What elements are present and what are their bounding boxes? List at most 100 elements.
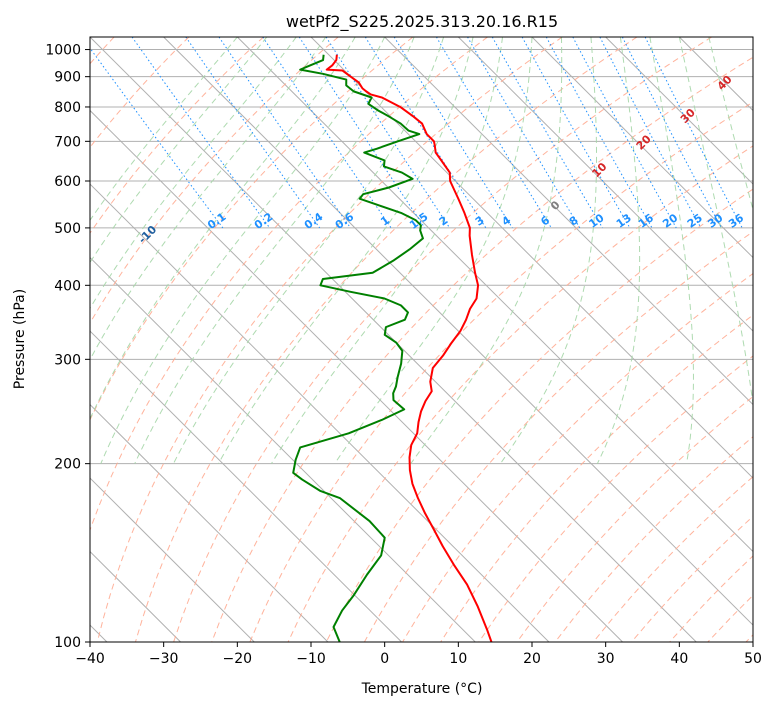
dry-adiabat: [669, 555, 753, 642]
dry-adiabat: [211, 56, 753, 642]
dry-adiabat: [440, 314, 753, 642]
dry-adiabat: [707, 594, 753, 642]
x-tick-label: 0: [380, 651, 389, 667]
x-tick-label: −30: [149, 651, 179, 667]
x-tick-label: 50: [744, 651, 762, 667]
x-tick-label: −20: [223, 651, 253, 667]
dry-adiabat-label: -20: [54, 256, 77, 279]
dry-adiabat: [90, 37, 264, 234]
dry-adiabat: [90, 37, 190, 149]
moist-adiabat: [172, 37, 445, 464]
mixing-ratio-line: [435, 37, 552, 229]
moist-adiabat-label: 20: [634, 132, 654, 152]
dry-adiabat: [516, 395, 753, 642]
isotherm: [90, 256, 476, 642]
dry-adiabat: [287, 145, 753, 642]
mixing-ratio-label: 0.4: [302, 210, 326, 232]
moist-adiabat: [708, 37, 753, 212]
y-tick-label: 200: [54, 457, 81, 473]
mixing-ratio-line: [131, 37, 271, 229]
mixing-ratio-label: 4: [500, 213, 514, 228]
axis-ticks: −40 −30 −20 −10 0 10 20 30 40 5010009008007006005…: [45, 43, 762, 667]
isotherm: [752, 37, 753, 38]
dry-adiabat: [173, 37, 712, 642]
dry-adiabat: [90, 37, 339, 324]
dry-adiabat: [90, 37, 414, 421]
y-tick-label: 700: [54, 134, 81, 150]
y-axis-label: Pressure (hPa): [12, 289, 28, 389]
dry-adiabat-label: -30: [0, 292, 1, 315]
dry-adiabat: [745, 634, 753, 642]
moist-adiabat: [596, 37, 641, 464]
x-tick-label: −10: [296, 651, 326, 667]
dry-adiabat-label: -10: [136, 223, 159, 246]
x-axis-label: Temperature (°C): [361, 681, 483, 697]
moist-adiabat: [500, 37, 598, 464]
isotherm: [163, 37, 753, 626]
isotherm: [457, 37, 753, 332]
isotherm: [90, 330, 402, 642]
profile-lines: [292, 54, 493, 642]
moist-adiabat: [90, 37, 297, 310]
moist-adiabat: [90, 37, 356, 420]
dry-adiabat: [249, 101, 753, 642]
moist-adiabat: [270, 37, 504, 464]
x-tick-label: 20: [523, 651, 541, 667]
mixing-ratio-line: [521, 37, 631, 229]
moist-adiabat: [410, 37, 563, 464]
moist-adiabat: [90, 37, 268, 264]
moist-adiabat: [334, 37, 533, 464]
x-tick-label: 30: [597, 651, 615, 667]
moist-adiabat: [134, 37, 415, 464]
moist-adiabat-label: 0: [548, 198, 563, 213]
mixing-ratio-line: [545, 37, 653, 229]
temperature-profile-line: [325, 54, 493, 642]
mixing-ratio-line: [185, 37, 321, 229]
y-tick-label: 300: [54, 352, 81, 368]
mixing-ratio-line: [325, 37, 451, 229]
mixing-ratio-line: [364, 37, 487, 229]
isotherm: [90, 183, 550, 642]
dry-adiabat: [478, 355, 753, 642]
y-tick-label: 500: [54, 221, 81, 237]
isotherm: [531, 37, 753, 259]
mixing-ratio-label: 0.6: [333, 210, 357, 232]
moist-adiabat: [100, 37, 386, 464]
isotherm: [678, 37, 753, 112]
mixing-ratio-label: 0.2: [252, 210, 275, 232]
x-tick-label: 40: [670, 651, 688, 667]
isotherm: [310, 37, 753, 479]
y-tick-label: 800: [54, 100, 81, 116]
moist-adiabat: [217, 37, 474, 464]
dewpoint-profile-line: [292, 54, 424, 642]
moist-adiabat: [678, 37, 753, 408]
y-tick-label: 600: [54, 174, 81, 190]
mixing-ratio-label: 3: [473, 213, 487, 228]
isotherm: [90, 477, 255, 642]
chart-title: wetPf2_S225.2025.313.20.16.R15: [286, 12, 558, 32]
x-tick-label: 10: [449, 651, 467, 667]
mixing-ratio-line: [218, 37, 351, 229]
y-tick-label: 400: [54, 278, 81, 294]
y-tick-label: 900: [54, 70, 81, 86]
isotherm: [90, 403, 329, 642]
moist-adiabat: [90, 37, 327, 361]
background-lines: [90, 37, 753, 642]
dry-adiabat: [592, 476, 753, 642]
mixing-ratio-line: [262, 37, 392, 229]
y-tick-label: 100: [54, 635, 81, 651]
moist-adiabat: [90, 37, 238, 222]
isotherm: [605, 37, 753, 185]
mixing-ratio-line: [644, 37, 743, 229]
mixing-ratio-line: [467, 37, 581, 229]
y-tick-label: 1000: [45, 43, 81, 59]
mixing-ratio-line: [393, 37, 513, 229]
isotherm: [90, 109, 623, 642]
isotherm: [384, 37, 753, 406]
x-tick-label: −40: [75, 651, 105, 667]
moist-adiabat: [649, 37, 694, 464]
dry-adiabat: [134, 37, 638, 642]
mixing-ratio-line: [90, 47, 224, 229]
mixing-ratio-line: [572, 37, 677, 229]
